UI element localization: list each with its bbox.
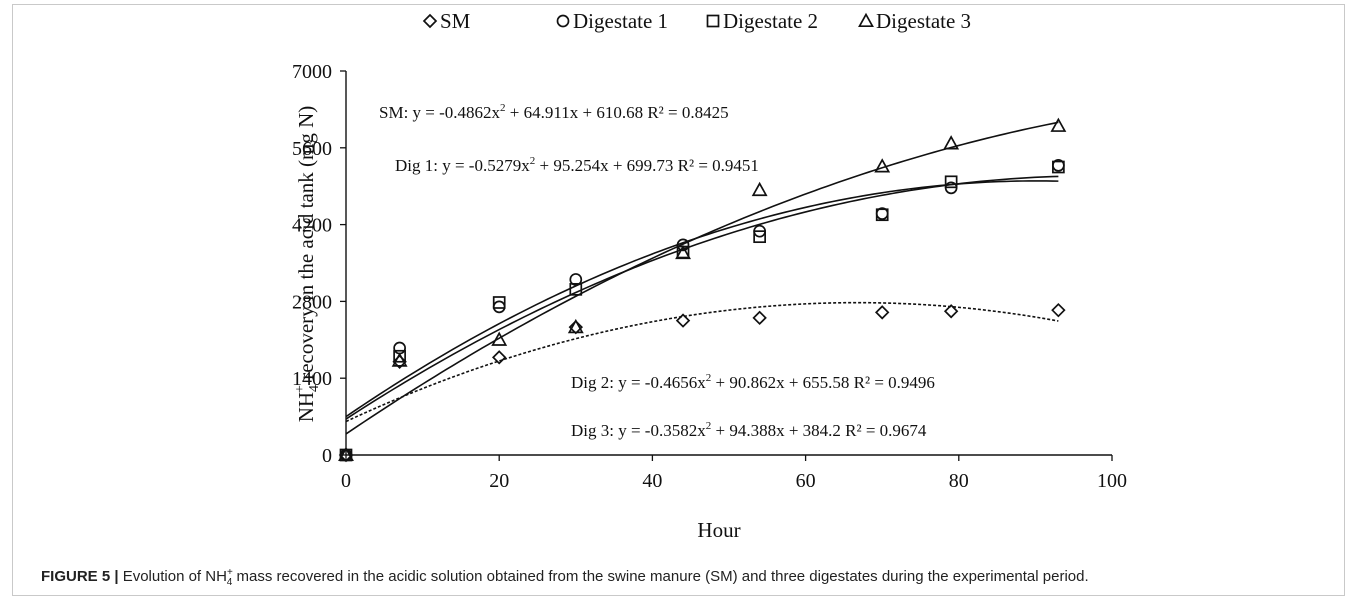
data-point-sm bbox=[491, 350, 507, 365]
trend-line-digestate-3 bbox=[345, 121, 1059, 435]
data-point-digestate-3 bbox=[491, 331, 508, 346]
x-tick-label: 40 bbox=[642, 470, 662, 492]
x-tick-label: 100 bbox=[1097, 470, 1127, 492]
data-point-digestate-2 bbox=[1052, 160, 1065, 174]
x-tick-label: 20 bbox=[489, 470, 509, 492]
equation-label: Dig 3: y = -0.3582x2 + 94.388x + 384.2 R… bbox=[571, 420, 927, 440]
data-point-digestate-3 bbox=[675, 244, 691, 260]
trend-line-digestate-2 bbox=[345, 175, 1059, 420]
data-point-digestate-2 bbox=[492, 296, 506, 309]
x-tick-label: 0 bbox=[341, 470, 351, 492]
data-point-digestate-3 bbox=[1050, 117, 1067, 132]
data-point-sm bbox=[752, 310, 767, 326]
y-tick-label: 5600 bbox=[292, 138, 332, 160]
figure-caption: FIGURE 5 | Evolution of NH+4 mass recove… bbox=[41, 567, 1089, 588]
chart: SM Digestate 1 Digestate 2 Digestate 3 0 140… bbox=[292, 9, 1127, 542]
y-tick-label: 0 bbox=[322, 445, 332, 467]
y-tick-label: 1400 bbox=[292, 368, 332, 390]
trend-lines bbox=[345, 121, 1059, 435]
data-point-digestate-1 bbox=[569, 273, 583, 286]
trend-line-sm bbox=[345, 301, 1059, 423]
legend-label: Digestate 1 bbox=[573, 9, 668, 33]
legend-label: Digestate 3 bbox=[876, 9, 971, 33]
data-points bbox=[338, 117, 1067, 463]
x-tick-label: 80 bbox=[949, 470, 969, 492]
legend-marker bbox=[858, 12, 874, 28]
y-tick-label: 2800 bbox=[292, 291, 332, 313]
data-point-sm bbox=[1051, 302, 1066, 318]
data-point-digestate-2 bbox=[393, 349, 406, 363]
data-point-digestate-3 bbox=[567, 318, 584, 334]
data-point-digestate-3 bbox=[874, 158, 891, 173]
axes: 0 1400 2800 4200 5600 7000 0 20 40 60 80 100 bbox=[292, 61, 1127, 492]
data-point-digestate-3 bbox=[751, 181, 768, 197]
data-point-digestate-3 bbox=[943, 135, 960, 150]
data-point-sm bbox=[874, 305, 890, 320]
x-axis-label: Hour bbox=[697, 518, 740, 542]
caption-label: FIGURE 5 | bbox=[41, 568, 119, 585]
y-tick-label: 4200 bbox=[292, 215, 332, 237]
equation-label: Dig 2: y = -0.4656x2 + 90.862x + 655.58 … bbox=[571, 372, 935, 392]
legend-label: Digestate 2 bbox=[723, 9, 818, 33]
data-point-digestate-1 bbox=[492, 300, 506, 314]
legend-marker bbox=[422, 13, 438, 29]
data-point-sm bbox=[675, 313, 691, 328]
data-point-digestate-2 bbox=[875, 208, 889, 222]
data-point-digestate-3 bbox=[338, 446, 354, 462]
x-tick-label: 60 bbox=[796, 470, 816, 492]
data-point-digestate-2 bbox=[944, 175, 958, 189]
equation-label: SM: y = -0.4862x2 + 64.911x + 610.68 R² … bbox=[379, 102, 729, 122]
legend-label: SM bbox=[440, 9, 471, 33]
legend-marker bbox=[556, 14, 570, 28]
y-axis-label-sup: + bbox=[293, 385, 308, 393]
data-point-sm bbox=[943, 304, 959, 319]
data-point-digestate-2 bbox=[753, 230, 766, 244]
y-tick-label: 7000 bbox=[292, 61, 332, 83]
data-point-digestate-1 bbox=[676, 238, 690, 252]
data-point-digestate-2 bbox=[569, 282, 583, 296]
equation-label: Dig 1: y = -0.5279x2 + 95.254x + 699.73 … bbox=[395, 155, 759, 175]
figure-frame: SM Digestate 1 Digestate 2 Digestate 3 0 140… bbox=[12, 4, 1345, 596]
equations: SM: y = -0.4862x2 + 64.911x + 610.68 R² … bbox=[379, 102, 935, 440]
y-axis-label: NH4+ recovery in the acid tank (mg N) bbox=[293, 106, 322, 423]
legend: SM Digestate 1 Digestate 2 Digestate 3 bbox=[422, 9, 971, 33]
data-point-digestate-1 bbox=[393, 341, 406, 355]
legend-marker bbox=[706, 14, 720, 28]
caption-nh4-scripts: +4 bbox=[226, 567, 233, 588]
data-point-digestate-3 bbox=[391, 352, 408, 367]
y-axis-label-sub: 4 bbox=[307, 385, 322, 392]
